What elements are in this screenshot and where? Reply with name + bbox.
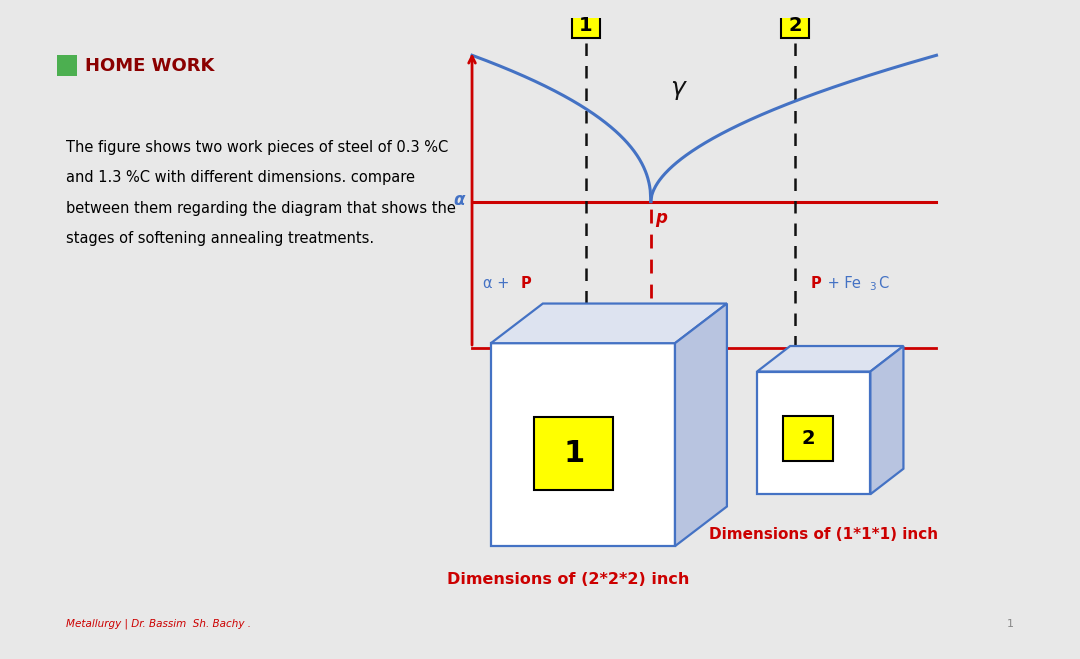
Text: 1: 1	[563, 440, 584, 469]
Text: P: P	[811, 276, 822, 291]
Text: 3: 3	[869, 282, 876, 293]
FancyBboxPatch shape	[781, 12, 809, 38]
FancyBboxPatch shape	[571, 12, 600, 38]
Text: between them regarding the diagram that shows the: between them regarding the diagram that …	[66, 200, 456, 215]
Polygon shape	[491, 304, 727, 343]
Text: Metallurgy | Dr. Bassim  Sh. Bachy .: Metallurgy | Dr. Bassim Sh. Bachy .	[66, 618, 252, 629]
Text: P: P	[522, 276, 531, 291]
Text: The figure shows two work pieces of steel of 0.3 %C: The figure shows two work pieces of stee…	[66, 140, 448, 156]
Text: 1: 1	[579, 16, 593, 34]
Text: stages of softening annealing treatments.: stages of softening annealing treatments…	[66, 231, 375, 246]
FancyBboxPatch shape	[783, 416, 833, 461]
Polygon shape	[675, 304, 727, 546]
Text: α +: α +	[484, 276, 514, 291]
Text: p: p	[656, 209, 667, 227]
Text: 2: 2	[801, 429, 815, 448]
Text: Dimensions of (2*2*2) inch: Dimensions of (2*2*2) inch	[447, 572, 689, 587]
Text: 2: 2	[788, 16, 801, 34]
Text: C: C	[878, 276, 889, 291]
FancyBboxPatch shape	[535, 417, 613, 490]
Text: 1: 1	[1007, 619, 1014, 629]
Text: γ: γ	[670, 76, 685, 100]
Polygon shape	[491, 343, 675, 546]
Text: α: α	[454, 190, 464, 209]
Polygon shape	[757, 372, 870, 494]
Text: + Fe: + Fe	[823, 276, 861, 291]
FancyBboxPatch shape	[56, 55, 78, 76]
Polygon shape	[757, 346, 904, 372]
Polygon shape	[870, 346, 904, 494]
Text: HOME WORK: HOME WORK	[85, 57, 214, 74]
Text: and 1.3 %C with different dimensions. compare: and 1.3 %C with different dimensions. co…	[66, 171, 415, 185]
Text: Dimensions of (1*1*1) inch: Dimensions of (1*1*1) inch	[708, 527, 937, 542]
